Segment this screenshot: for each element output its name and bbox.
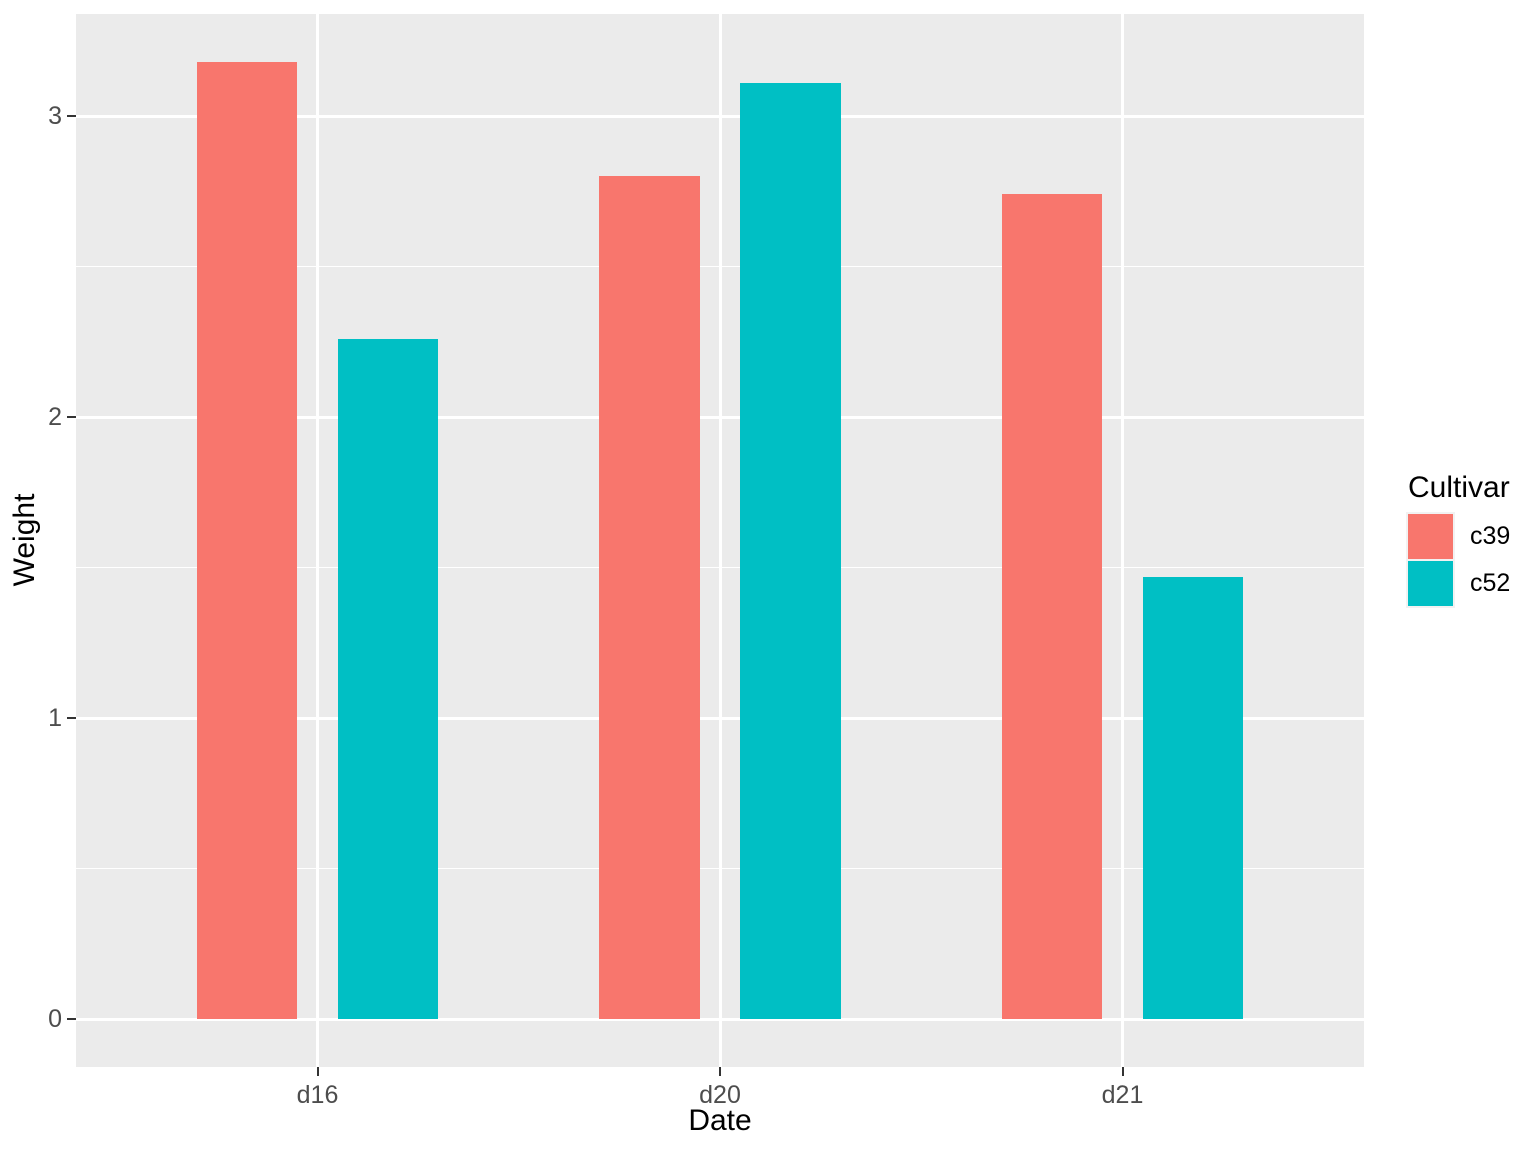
legend-label-c52: c52: [1470, 569, 1511, 597]
gridline-major-x-d20: [718, 14, 722, 1067]
x-tick-d20: [719, 1067, 721, 1076]
x-tick-label-d21: d21: [1101, 1081, 1144, 1109]
y-tick-0: [67, 1018, 76, 1021]
x-tick-d21: [1121, 1067, 1124, 1076]
y-tick-label-3: 3: [48, 102, 62, 130]
bar-d21-c39: [1001, 194, 1103, 1020]
x-axis-title: Date: [688, 1104, 752, 1137]
gridline-major-x-d21: [1121, 14, 1124, 1067]
legend-swatch-c39: [1406, 512, 1455, 561]
y-tick-3: [67, 115, 76, 117]
x-tick-d16: [316, 1067, 319, 1076]
gridline-major-x-d16: [316, 14, 319, 1067]
y-tick-label-2: 2: [48, 403, 62, 432]
y-axis-title: Weight: [8, 493, 41, 587]
y-tick-1: [67, 717, 76, 720]
x-tick-label-d16: d16: [296, 1081, 339, 1109]
y-tick-2: [67, 416, 76, 419]
x-tick-label-d20: d20: [699, 1081, 741, 1109]
legend-label-c39: c39: [1470, 522, 1511, 550]
legend-title: Cultivar: [1408, 471, 1510, 504]
bar-d16-c39: [196, 61, 298, 1020]
bar-d21-c52: [1142, 576, 1244, 1020]
legend-keys: c39 c52: [1406, 512, 1511, 608]
bar-d20-c39: [599, 176, 700, 1020]
y-tick-label-1: 1: [48, 704, 62, 733]
legend-swatch-c52: [1406, 559, 1455, 608]
legend: Cultivar c39 c52: [1406, 471, 1511, 608]
y-tick-label-0: 0: [48, 1005, 62, 1034]
bar-d20-c52: [740, 82, 841, 1020]
legend-entry-c39: c39: [1406, 512, 1511, 561]
bar-d16-c52: [337, 338, 439, 1020]
legend-entry-c52: c52: [1406, 559, 1511, 608]
